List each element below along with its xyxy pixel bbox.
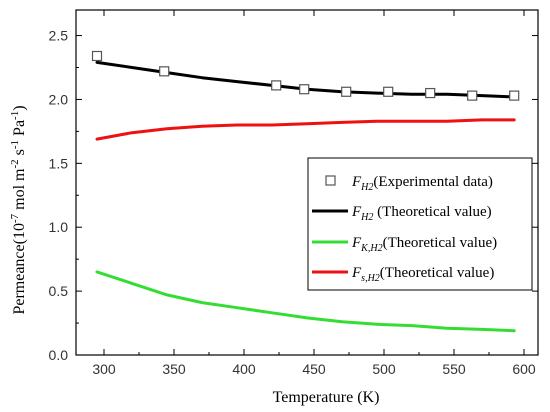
y-tick-label: 1.0 xyxy=(49,219,69,235)
legend-subscript: H2 xyxy=(360,212,373,223)
y-axis-title-part2: mol m xyxy=(11,168,28,214)
data-point-experimental xyxy=(509,90,520,101)
x-tick-label: 600 xyxy=(512,361,536,377)
y-axis-title: Permeance(10-7 mol m-2 s-1 Pa-1) xyxy=(9,105,28,314)
y-axis-title-part3: s xyxy=(11,149,28,159)
legend-text: (Theoretical value) xyxy=(373,204,491,220)
legend-marker-experimental xyxy=(325,175,336,186)
legend-label-surface: Fs,H2(Theoretical value) xyxy=(351,265,494,284)
legend-box xyxy=(307,157,533,291)
legend-symbol: F xyxy=(351,174,362,190)
plot-border xyxy=(75,9,539,356)
series-layer xyxy=(91,50,520,333)
legend-symbol: F xyxy=(351,204,362,220)
legend-label-theoretical-total: FH2 (Theoretical value) xyxy=(351,204,492,223)
x-tick-label: 300 xyxy=(92,361,116,377)
plot-frame xyxy=(75,9,539,356)
y-tick-label: 2.0 xyxy=(49,91,69,107)
data-point-experimental xyxy=(425,87,436,99)
x-axis-ticks: 300 350 400 450 500 550 600 xyxy=(92,10,536,377)
data-point-experimental xyxy=(341,86,352,97)
data-point-experimental xyxy=(159,66,170,77)
y-tick-label: 0.5 xyxy=(49,283,69,299)
legend-text: (Theoretical value) xyxy=(383,235,498,251)
data-point-experimental xyxy=(467,90,478,101)
y-axis-title-main: Permeance(10 xyxy=(11,223,28,315)
y-axis-ticks: 0.0 0.5 1.0 1.5 2.0 2.5 xyxy=(49,28,538,363)
y-axis-title-exp3: -1 xyxy=(9,140,21,149)
data-point-experimental xyxy=(271,80,282,91)
legend-label-experimental: FH2(Experimental data) xyxy=(351,174,493,193)
x-tick-label: 450 xyxy=(302,361,326,377)
legend-text: (Experimental data) xyxy=(373,174,493,190)
series-line-knudsen xyxy=(95,270,516,333)
x-axis-title: Temperature (K) xyxy=(273,389,380,406)
data-point-experimental xyxy=(299,84,310,95)
legend-label-knudsen: FK,H2(Theoretical value) xyxy=(351,235,497,254)
legend-symbol: F xyxy=(351,265,362,281)
y-tick-label: 0.0 xyxy=(49,347,69,363)
y-axis-title-exp4: -1 xyxy=(9,111,21,120)
legend-subscript: s,H2 xyxy=(361,273,380,284)
legend-symbol: F xyxy=(351,235,362,251)
y-axis-title-part5: ) xyxy=(11,105,28,110)
legend: FH2(Experimental data) FH2 (Theoretical … xyxy=(307,157,533,291)
y-axis-title-part4: Pa xyxy=(11,120,28,140)
data-point-experimental xyxy=(383,86,394,97)
y-axis-title-exp2: -2 xyxy=(9,159,21,168)
x-tick-label: 350 xyxy=(162,361,186,377)
y-tick-label: 1.5 xyxy=(49,155,69,171)
x-tick-label: 500 xyxy=(372,361,396,377)
data-point-experimental xyxy=(91,50,103,62)
x-tick-label: 400 xyxy=(232,361,256,377)
legend-subscript: K,H2 xyxy=(360,243,382,254)
y-axis-title-exp1: -7 xyxy=(9,213,21,223)
legend-subscript: H2 xyxy=(360,182,373,193)
y-tick-label: 2.5 xyxy=(49,28,69,44)
x-tick-label: 550 xyxy=(442,361,466,377)
legend-text: (Theoretical value) xyxy=(380,265,495,281)
series-line-surface xyxy=(95,118,516,141)
